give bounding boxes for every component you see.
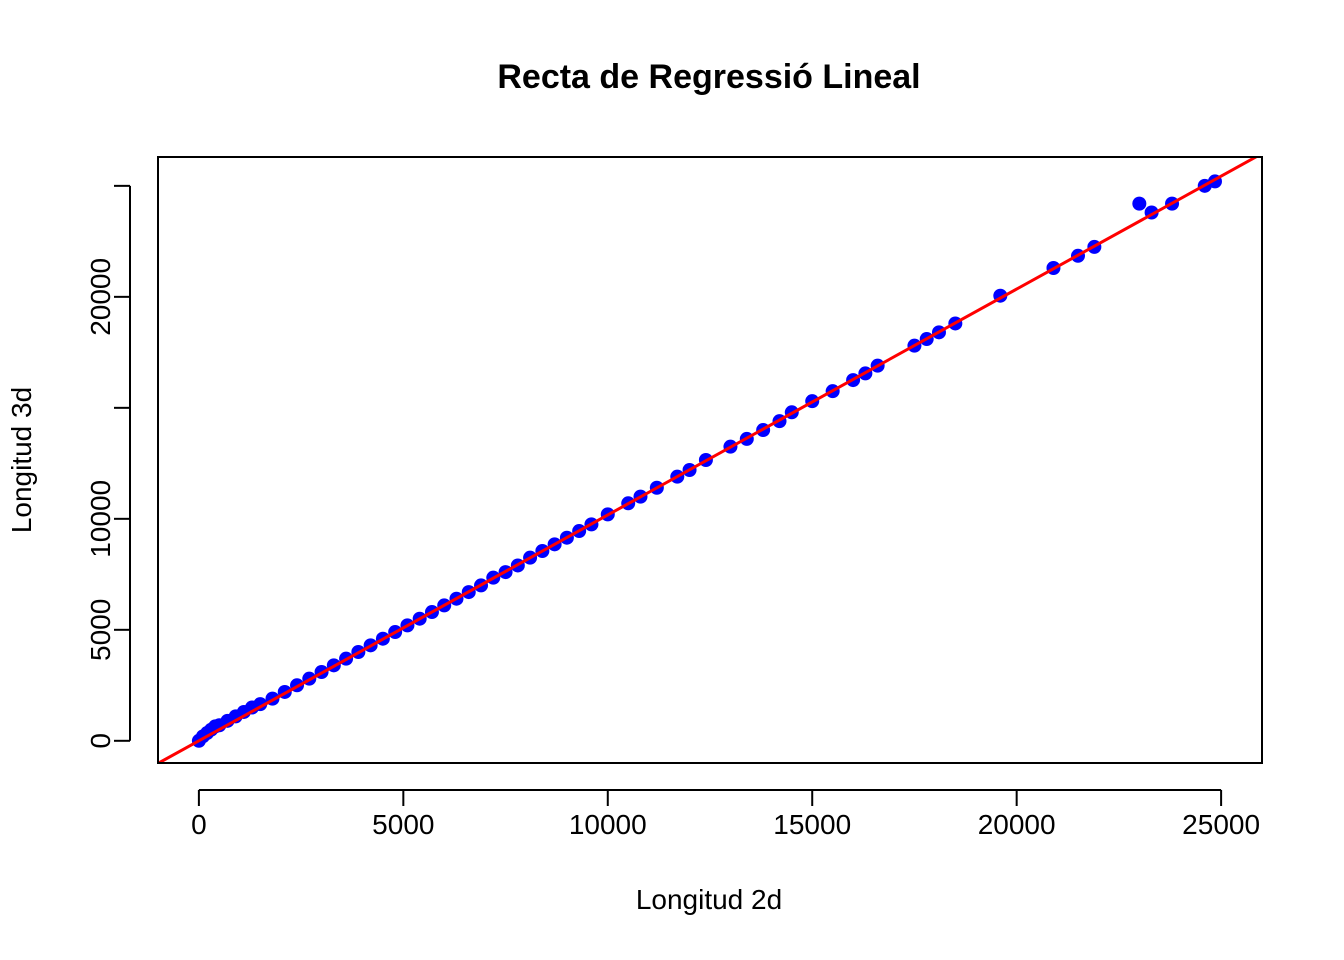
- x-tick-label: 0: [191, 809, 207, 840]
- y-tick-label: 5000: [85, 599, 116, 661]
- x-tick-label: 20000: [978, 809, 1056, 840]
- y-tick-label: 0: [85, 733, 116, 749]
- regression-line: [158, 157, 1259, 763]
- x-tick-label: 15000: [773, 809, 851, 840]
- chart-title: Recta de Regressió Lineal: [497, 58, 921, 96]
- regression-line-group: [158, 157, 1259, 763]
- plot-frame: [157, 156, 1263, 764]
- data-point: [1132, 196, 1147, 211]
- x-axis: 0 5000 10000 15000 20000 25000: [191, 789, 1260, 840]
- y-tick-label: 10000: [85, 480, 116, 558]
- y-axis-label: Longitud 3d: [6, 386, 37, 534]
- y-axis: 0 5000 10000 20000: [85, 184, 131, 749]
- x-tick-label: 10000: [569, 809, 647, 840]
- x-tick-label: 25000: [1182, 809, 1260, 840]
- x-axis-label: Longitud 2d: [635, 884, 783, 915]
- y-tick-label: 20000: [85, 258, 116, 336]
- x-tick-label: 5000: [372, 809, 434, 840]
